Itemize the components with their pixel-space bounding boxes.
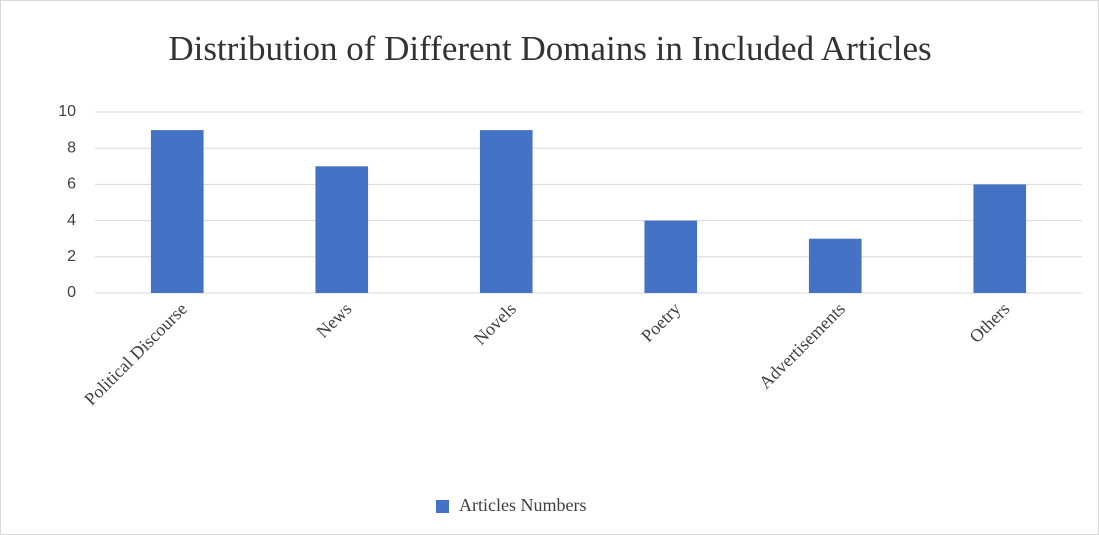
legend-swatch [436, 500, 449, 513]
y-tick-label: 10 [58, 103, 76, 120]
bar [644, 220, 698, 293]
bar [808, 238, 862, 293]
bar [479, 130, 533, 293]
chart-title: Distribution of Different Domains in Inc… [168, 29, 931, 68]
bar [315, 166, 369, 293]
y-tick-label: 6 [67, 176, 76, 193]
bar [973, 184, 1027, 293]
legend-label: Articles Numbers [459, 495, 586, 515]
y-tick-label: 4 [67, 212, 76, 229]
y-tick-label: 2 [67, 248, 76, 265]
y-tick-label: 8 [67, 139, 76, 156]
bar [150, 130, 204, 293]
y-tick-label: 0 [67, 284, 76, 301]
